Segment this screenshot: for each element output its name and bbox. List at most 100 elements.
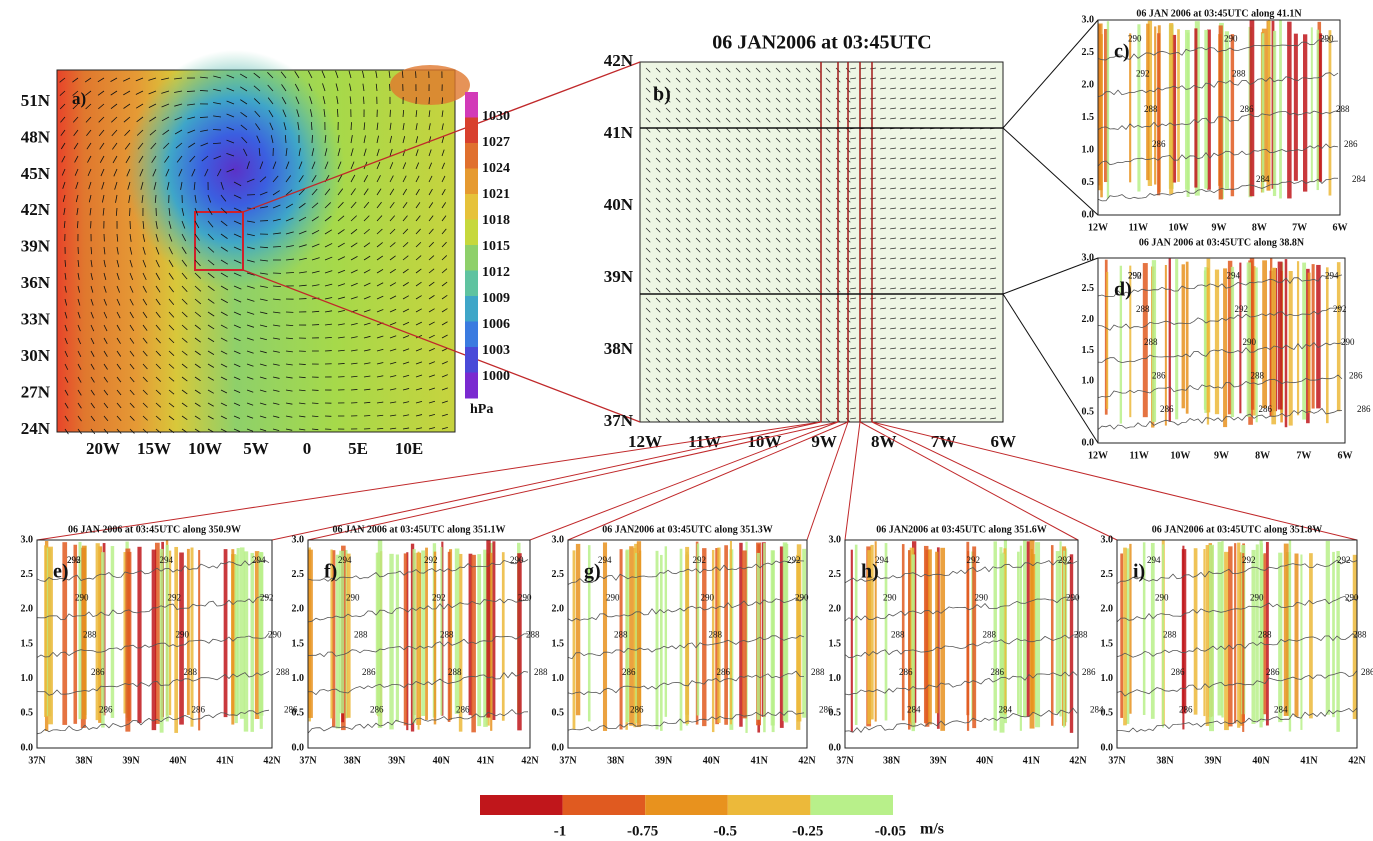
wind-arrow <box>226 153 235 157</box>
wind-arrow <box>805 247 811 253</box>
wind-arrow <box>805 347 811 353</box>
wind-arrow <box>815 207 821 213</box>
vertical-velocity-stripe <box>486 540 491 718</box>
wind-arrow <box>246 337 254 341</box>
wind-arrow <box>168 246 173 255</box>
wind-arrow <box>735 207 741 213</box>
wind-arrow <box>428 268 435 274</box>
wind-arrow <box>124 129 131 137</box>
wind-arrow <box>850 387 857 390</box>
contour-label: 294 <box>598 555 612 565</box>
wind-arrow <box>805 207 811 213</box>
wind-arrow <box>930 197 937 200</box>
wind-arrow <box>220 207 228 214</box>
wind-arrow <box>87 155 92 163</box>
wind-arrow <box>980 107 987 110</box>
wind-arrow <box>116 363 122 370</box>
wind-arrow <box>930 317 937 320</box>
contour-label: 292 <box>1058 555 1072 565</box>
wind-arrow <box>970 197 977 200</box>
contour-label: 292 <box>1242 555 1256 565</box>
wind-arrow <box>850 287 857 290</box>
contour-label: 288 <box>983 630 997 640</box>
wind-arrow <box>930 367 937 370</box>
wind-arrow <box>142 428 148 434</box>
y-tick-label: 0.5 <box>1082 177 1095 188</box>
wind-arrow <box>665 87 671 93</box>
contour-line <box>567 635 805 660</box>
wind-arrow <box>675 147 681 153</box>
wind-arrow <box>97 90 105 96</box>
wind-arrow <box>880 157 887 160</box>
vertical-velocity-stripe <box>911 554 915 732</box>
wind-arrow <box>389 175 394 183</box>
wind-arrow <box>73 142 79 150</box>
wind-arrow <box>645 167 651 173</box>
wind-arrow <box>415 241 422 248</box>
wind-arrow <box>259 259 268 262</box>
vertical-velocity-stripe <box>928 549 932 725</box>
wind-arrow <box>168 298 175 305</box>
wind-arrow <box>350 256 358 261</box>
wind-arrow <box>194 324 201 330</box>
wind-arrow <box>970 397 977 400</box>
wind-arrow <box>402 268 409 274</box>
contour-label: 286 <box>1082 667 1096 677</box>
wind-arrow <box>805 77 811 83</box>
wind-arrow <box>363 228 370 235</box>
wind-arrow <box>415 215 421 222</box>
wind-arrow <box>64 324 68 332</box>
section-frame <box>1097 19 1341 216</box>
wind-arrow <box>755 367 761 373</box>
wind-arrow <box>960 187 967 190</box>
y-tick-label: 3.0 <box>21 534 34 545</box>
wind-arrow <box>415 295 422 300</box>
wind-arrow <box>675 357 681 363</box>
wind-arrow <box>376 388 384 391</box>
wind-arrow <box>645 377 651 383</box>
wind-arrow <box>940 177 947 180</box>
wind-arrow <box>415 401 423 404</box>
wind-arrow <box>910 297 917 300</box>
wind-arrow <box>294 71 300 79</box>
connector <box>271 421 822 541</box>
wind-arrow <box>910 187 917 190</box>
wind-arrow <box>389 427 397 430</box>
vertical-velocity-stripe <box>345 550 348 719</box>
wind-arrow <box>870 367 877 370</box>
wind-arrow <box>337 269 346 274</box>
wind-arrow <box>90 337 95 345</box>
wind-arrow <box>151 155 157 163</box>
wind-arrow <box>194 246 201 254</box>
wind-arrow <box>138 155 144 164</box>
wind-arrow <box>665 407 671 413</box>
wind-arrow <box>220 337 228 342</box>
vertical-velocity-stripe <box>1234 543 1237 724</box>
wind-arrow <box>990 307 997 310</box>
wind-arrow <box>795 107 801 113</box>
wind-arrow <box>880 287 887 290</box>
wind-arrow <box>890 327 897 330</box>
wind-arrow <box>785 67 791 73</box>
wind-arrow <box>259 415 267 419</box>
wind-arrow <box>645 67 651 73</box>
wind-arrow <box>233 363 241 368</box>
y-tick-label: 0.0 <box>829 742 842 753</box>
wind-arrow <box>980 187 987 190</box>
vertical-velocity-stripe <box>477 554 482 727</box>
wind-arrow <box>795 257 801 263</box>
wind-arrow <box>645 157 651 163</box>
wind-arrow <box>775 287 781 293</box>
wind-arrow <box>950 277 957 280</box>
wind-arrow <box>850 397 857 400</box>
vertical-velocity-stripe <box>1311 264 1315 409</box>
contour-label: 288 <box>354 630 368 640</box>
contour-label: 288 <box>184 667 198 677</box>
wind-arrow <box>860 347 867 350</box>
contour-line <box>1097 342 1343 364</box>
wind-arrow <box>645 237 651 243</box>
wind-arrow <box>129 233 132 242</box>
wind-arrow <box>930 297 937 300</box>
wind-arrow <box>890 117 897 120</box>
y-tick-label: 0.0 <box>1101 742 1114 753</box>
